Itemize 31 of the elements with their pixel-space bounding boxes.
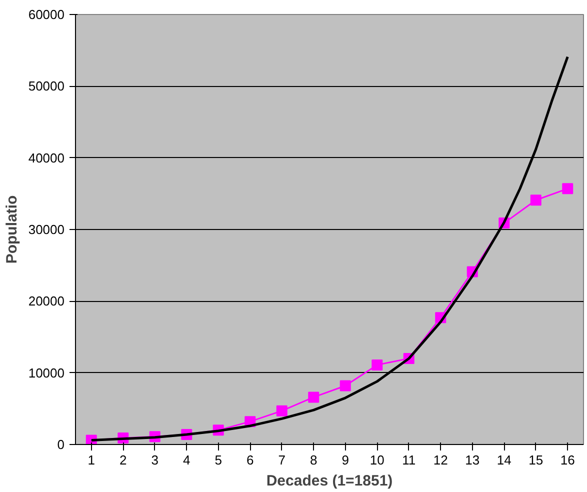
y-tick-label: 60000 bbox=[28, 7, 65, 22]
y-tick-label: 40000 bbox=[28, 150, 65, 166]
x-tick-label: 9 bbox=[342, 452, 349, 468]
point bbox=[340, 380, 351, 392]
x-tick-label: 5 bbox=[214, 452, 222, 468]
x-tick-label: 16 bbox=[560, 452, 575, 468]
x-tick-label: 8 bbox=[310, 452, 318, 468]
point bbox=[308, 392, 320, 403]
x-tick-label: 3 bbox=[151, 452, 158, 468]
point bbox=[562, 183, 574, 194]
x-tick-label: 2 bbox=[120, 452, 127, 468]
point bbox=[276, 405, 288, 416]
x-tick-label: 13 bbox=[465, 452, 480, 468]
x-tick-label: 14 bbox=[496, 452, 512, 468]
x-tick-label: 10 bbox=[370, 452, 384, 468]
x-axis-title: Decades (1=1851) bbox=[266, 472, 393, 490]
y-tick-label: 10000 bbox=[28, 365, 65, 380]
x-tick-label: 4 bbox=[183, 452, 190, 468]
y-axis-title: Populatio bbox=[3, 195, 20, 264]
x-tick-label: 6 bbox=[246, 452, 254, 468]
y-tick-label: 50000 bbox=[28, 78, 65, 94]
x-tick-label: 11 bbox=[402, 452, 416, 468]
point bbox=[372, 359, 383, 370]
y-tick-label: 30000 bbox=[28, 222, 65, 237]
x-tick-label: 7 bbox=[278, 452, 286, 468]
y-tick-label: 0 bbox=[57, 437, 65, 452]
x-tick-label: 12 bbox=[433, 452, 448, 468]
x-tick-label: 15 bbox=[528, 452, 544, 468]
point bbox=[530, 194, 542, 206]
y-tick-label: 20000 bbox=[28, 294, 65, 309]
x-tick-label: 1 bbox=[88, 452, 95, 468]
